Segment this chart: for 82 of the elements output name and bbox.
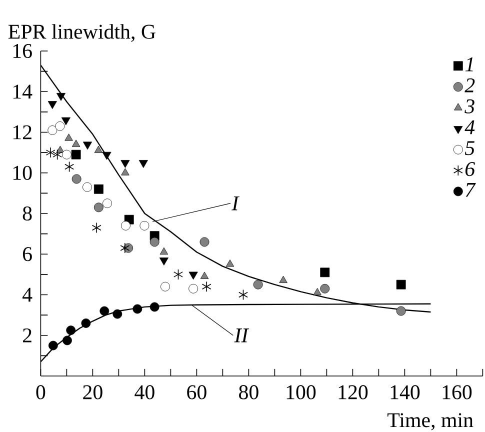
point <box>72 140 80 147</box>
x-tick-label: 80 <box>239 385 258 400</box>
point <box>92 222 102 234</box>
point <box>120 242 130 254</box>
point <box>102 152 112 160</box>
legend-label: 2 <box>464 78 475 92</box>
point <box>102 198 112 208</box>
point <box>120 160 130 168</box>
x-tick-label: 140 <box>390 385 420 400</box>
point <box>46 147 56 158</box>
point <box>160 282 170 292</box>
point <box>48 126 58 135</box>
point <box>81 318 91 328</box>
point <box>188 284 198 294</box>
legend-label: 7 <box>466 183 476 197</box>
legend-label: 6 <box>465 162 475 176</box>
point <box>66 326 76 335</box>
x-tick-label: 120 <box>338 385 368 400</box>
point <box>200 272 209 279</box>
y-tick-label: 6 <box>22 247 32 262</box>
point <box>112 309 122 319</box>
point <box>313 288 322 296</box>
point <box>52 149 62 160</box>
point <box>159 258 168 266</box>
point <box>160 247 168 255</box>
point <box>396 280 406 290</box>
point <box>62 150 72 160</box>
legend-label: 4 <box>464 120 475 134</box>
point <box>61 117 70 126</box>
point <box>71 150 81 160</box>
x-tick-label: 0 <box>36 385 46 400</box>
y-tick-label: 4 <box>22 288 32 302</box>
point <box>72 174 82 184</box>
point <box>94 146 103 153</box>
annotation: II <box>234 328 250 342</box>
point <box>174 269 183 280</box>
x-tick-label: 20 <box>83 385 102 400</box>
annotation: I <box>232 196 240 210</box>
point <box>132 304 142 314</box>
point <box>150 302 160 312</box>
point <box>226 260 234 267</box>
point <box>320 284 330 294</box>
x-tick-label: 100 <box>286 385 316 400</box>
y-tick-label: 12 <box>13 125 32 140</box>
point <box>140 220 150 230</box>
x-tick-label: 40 <box>134 385 154 400</box>
point <box>150 237 160 247</box>
point <box>100 306 110 316</box>
point <box>202 281 212 292</box>
point <box>62 336 72 346</box>
point <box>200 237 210 247</box>
point <box>138 160 148 168</box>
point <box>56 92 66 101</box>
point <box>55 121 65 131</box>
legend-label: 5 <box>464 141 474 156</box>
point <box>121 168 130 176</box>
y-tick-label: 16 <box>13 44 32 58</box>
point <box>121 220 130 230</box>
point <box>253 280 263 290</box>
x-tick-label: 60 <box>187 385 206 400</box>
point <box>48 101 57 110</box>
point <box>320 268 330 278</box>
point <box>82 182 92 192</box>
point <box>396 306 406 316</box>
point <box>64 134 73 141</box>
point <box>188 272 198 280</box>
legend-label: 3 <box>464 99 474 114</box>
point <box>64 161 74 172</box>
point <box>82 142 92 150</box>
x-tick-label: 160 <box>442 385 472 400</box>
point <box>238 289 248 300</box>
y-tick-label: 2 <box>22 328 32 342</box>
x-axis-title: Time, min <box>387 413 474 430</box>
y-tick-label: 14 <box>13 84 32 99</box>
y-tick-label: 10 <box>13 166 32 180</box>
point <box>94 184 104 194</box>
y-tick-label: 8 <box>22 206 32 221</box>
point <box>94 202 104 212</box>
point <box>279 276 288 283</box>
point <box>48 340 58 350</box>
legend-label: 1 <box>465 57 473 72</box>
y-axis-title: EPR linewidth, G <box>8 24 156 42</box>
